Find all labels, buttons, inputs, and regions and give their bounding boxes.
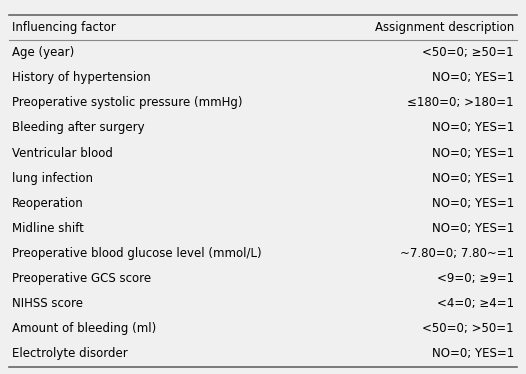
Text: Influencing factor: Influencing factor (12, 21, 116, 34)
Text: History of hypertension: History of hypertension (12, 71, 151, 84)
Text: Reoperation: Reoperation (12, 197, 84, 210)
Text: NO=0; YES=1: NO=0; YES=1 (432, 222, 514, 235)
Text: NO=0; YES=1: NO=0; YES=1 (432, 197, 514, 210)
Text: Bleeding after surgery: Bleeding after surgery (12, 122, 145, 135)
Text: <4=0; ≥4=1: <4=0; ≥4=1 (437, 297, 514, 310)
Text: Amount of bleeding (ml): Amount of bleeding (ml) (12, 322, 156, 335)
Text: Preoperative blood glucose level (mmol/L): Preoperative blood glucose level (mmol/L… (12, 247, 262, 260)
Text: ~7.80=0; 7.80~=1: ~7.80=0; 7.80~=1 (400, 247, 514, 260)
Text: ≤180=0; >180=1: ≤180=0; >180=1 (407, 96, 514, 109)
Text: Preoperative GCS score: Preoperative GCS score (12, 272, 151, 285)
Text: NO=0; YES=1: NO=0; YES=1 (432, 71, 514, 84)
Text: Ventricular blood: Ventricular blood (12, 147, 113, 160)
Text: <9=0; ≥9=1: <9=0; ≥9=1 (437, 272, 514, 285)
Text: lung infection: lung infection (12, 172, 93, 185)
Text: NO=0; YES=1: NO=0; YES=1 (432, 122, 514, 135)
Text: NO=0; YES=1: NO=0; YES=1 (432, 172, 514, 185)
Text: Assignment description: Assignment description (375, 21, 514, 34)
Text: Age (year): Age (year) (12, 46, 74, 59)
Text: <50=0; ≥50=1: <50=0; ≥50=1 (422, 46, 514, 59)
Text: Midline shift: Midline shift (12, 222, 84, 235)
Text: NO=0; YES=1: NO=0; YES=1 (432, 347, 514, 361)
Text: NO=0; YES=1: NO=0; YES=1 (432, 147, 514, 160)
Text: Preoperative systolic pressure (mmHg): Preoperative systolic pressure (mmHg) (12, 96, 242, 109)
Text: Electrolyte disorder: Electrolyte disorder (12, 347, 128, 361)
Text: <50=0; >50=1: <50=0; >50=1 (422, 322, 514, 335)
Text: NIHSS score: NIHSS score (12, 297, 83, 310)
